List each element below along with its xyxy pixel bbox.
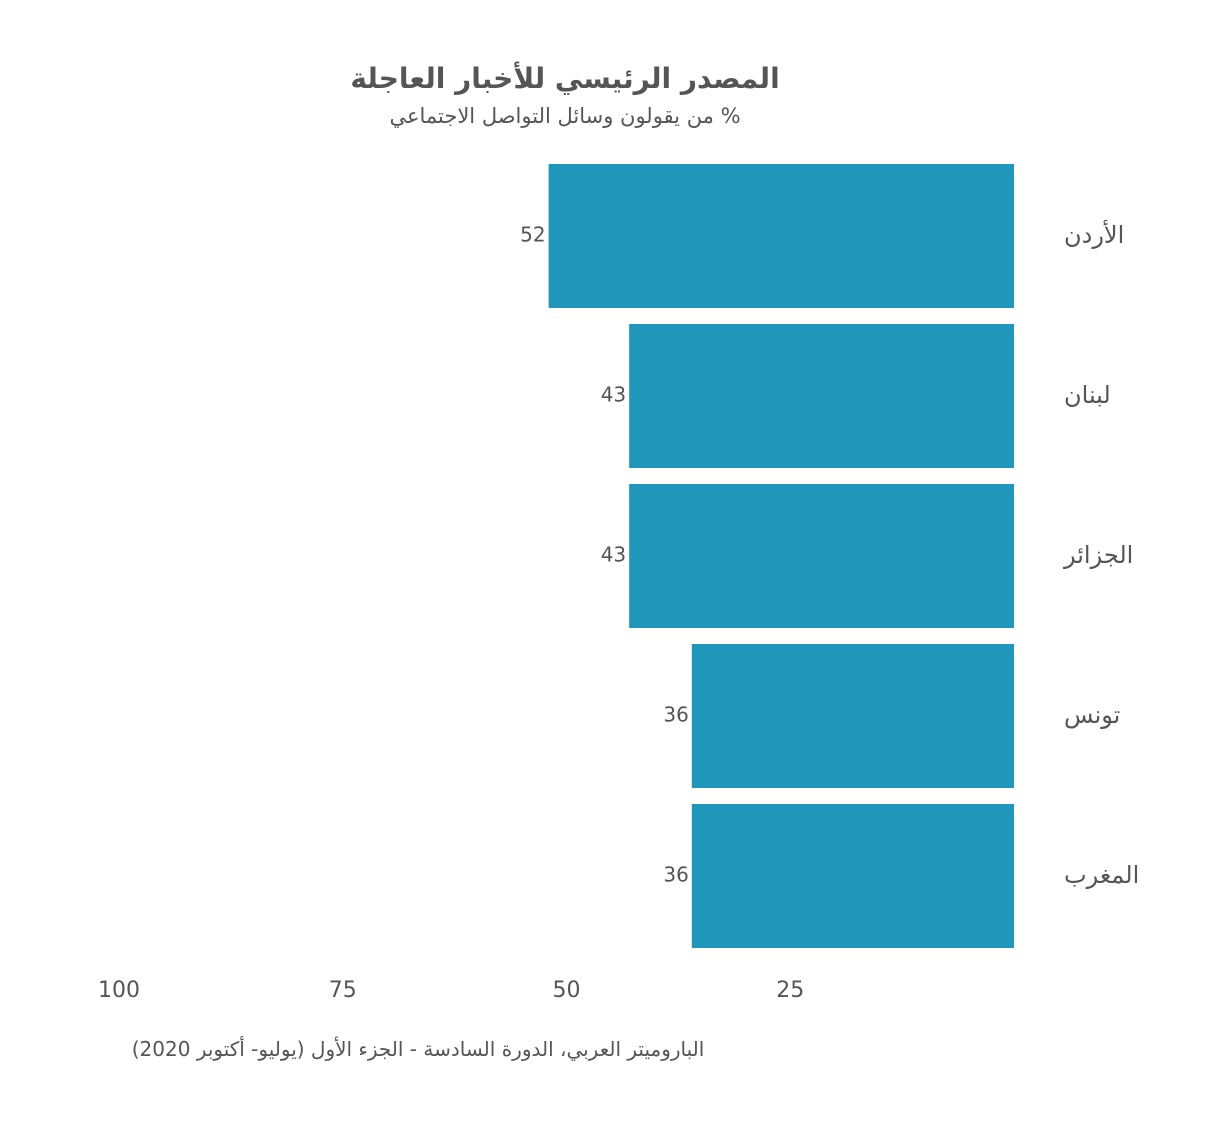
category-label: الأردن bbox=[1064, 220, 1124, 249]
bar bbox=[629, 484, 1014, 628]
category-label: لبنان bbox=[1064, 381, 1111, 409]
bar-value-label: 43 bbox=[601, 383, 626, 407]
bar-value-label: 36 bbox=[663, 863, 688, 887]
category-label: الجزائر bbox=[1063, 541, 1133, 569]
x-tick-label: 25 bbox=[776, 978, 804, 1003]
bars-group: 52 الأردن 43 لبنان 43 الجزائر 36 تونس 36 المغرب bbox=[520, 164, 1139, 948]
category-label: تونس bbox=[1064, 701, 1120, 729]
bar bbox=[691, 804, 1014, 948]
source-note: الباروميتر العربي، الدورة السادسة - الجز… bbox=[132, 1036, 705, 1062]
bar bbox=[629, 324, 1014, 468]
category-label: المغرب bbox=[1064, 861, 1139, 889]
bar-value-label: 52 bbox=[520, 223, 545, 247]
bar bbox=[691, 644, 1014, 788]
x-axis-ticks: 100 75 50 25 bbox=[98, 978, 804, 1003]
x-tick-label: 50 bbox=[553, 978, 581, 1003]
chart-title: المصدر الرئيسي للأخبار العاجلة bbox=[350, 61, 779, 95]
bar-value-label: 36 bbox=[663, 703, 688, 727]
bar-value-label: 43 bbox=[601, 543, 626, 567]
x-tick-label: 75 bbox=[329, 978, 357, 1003]
chart-subtitle: % من يقولون وسائل التواصل الاجتماعي bbox=[389, 104, 740, 128]
bar bbox=[548, 164, 1014, 308]
x-tick-label: 100 bbox=[98, 978, 140, 1003]
